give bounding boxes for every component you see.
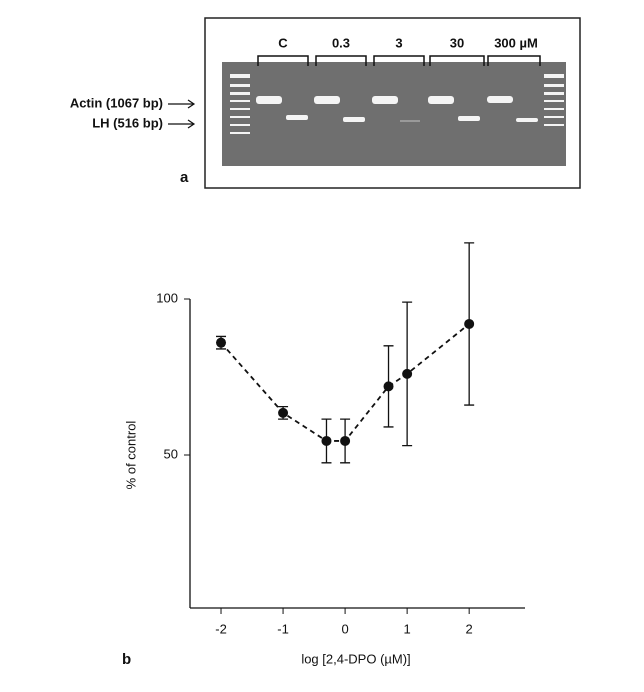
data-point [402,368,413,379]
lane-label: 0.3 [332,35,350,50]
data-point [383,381,394,392]
x-tick-label: -1 [277,621,289,636]
y-tick-label: 50 [164,446,178,461]
gel-image [222,62,566,166]
band-label: Actin (1067 bp) [70,95,163,110]
x-tick-label: 2 [466,621,473,636]
panel-label: a [180,169,189,186]
x-tick-label: -2 [215,621,227,636]
panel-label: b [122,651,131,668]
x-axis-label: log [2,4-DPO (µM)] [301,651,410,666]
data-point [340,435,351,446]
band-label: LH (516 bp) [92,115,163,130]
lane-label: 30 [450,35,464,50]
y-axis-label: % of control [123,421,138,490]
lane-label: 300 µM [494,35,538,50]
y-tick-label: 100 [156,290,178,305]
gel-bands [230,74,564,134]
lane-label: C [278,35,288,50]
data-point [321,435,332,446]
data-point [278,407,289,418]
lane-label: 3 [395,35,402,50]
data-point [216,337,227,348]
data-point [464,318,475,329]
x-tick-label: 1 [404,621,411,636]
x-tick-label: 0 [341,621,348,636]
band-arrows [168,99,196,129]
lane-brackets [257,55,541,66]
